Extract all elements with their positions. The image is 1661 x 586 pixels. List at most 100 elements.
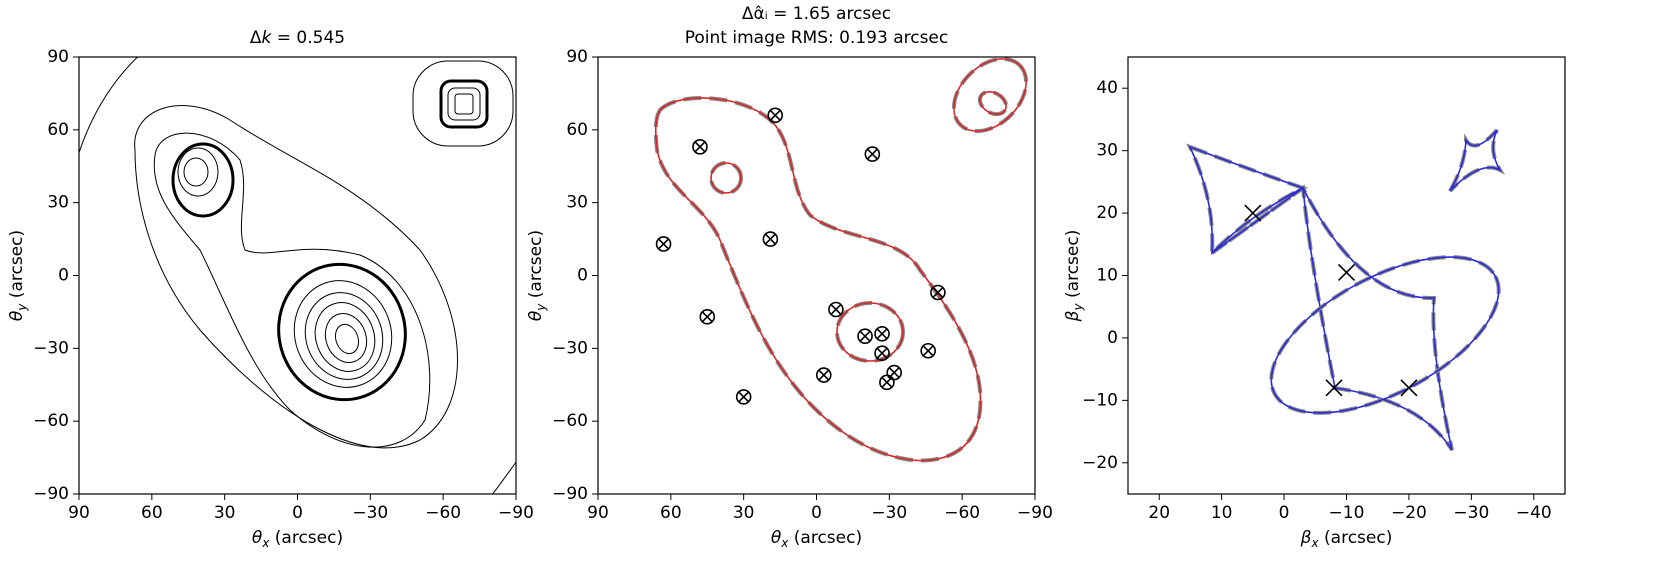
critical-curve [836,302,904,362]
x-tick-label: 10 [1211,503,1233,523]
point-circle [879,374,895,391]
y-tick-label: −30 [552,338,588,358]
point-cross [859,330,871,342]
point-cross [932,286,944,299]
y-tick-label: 30 [566,193,588,213]
x-tick-label: 0 [1279,503,1290,523]
axis-symbol: θ [7,310,27,321]
point-circle [828,301,844,318]
point-circle [699,308,716,325]
critical-curve [710,162,742,194]
y-tick-label: 90 [47,47,69,67]
axis-unit: (arcsec) [269,528,343,548]
point [874,325,890,342]
y-tick-label: −10 [1082,390,1118,410]
caustic [1449,129,1503,192]
y-tick-label: −90 [33,484,69,504]
contour [412,60,514,147]
y-tick-label: 20 [1096,203,1118,223]
point [815,367,832,383]
contour [324,313,368,363]
x-tick-label: 30 [733,503,755,523]
contour [277,262,407,402]
point-circle [767,107,784,124]
x-tick-label: −30 [352,503,388,523]
y-tick-label: 0 [1107,328,1118,348]
x-tick-label: 90 [68,503,90,523]
x-tick-label: −90 [498,503,534,523]
contour [293,280,393,388]
x-tick-label: 20 [1148,503,1170,523]
x-tick-label: −30 [1453,503,1489,523]
y-tick-label: 40 [1096,78,1118,98]
point-circle [762,231,779,247]
axis-unit: (arcsec) [1063,230,1083,304]
axis-label: θx (arcsec) [771,528,862,550]
point-cross [866,148,878,160]
point [857,328,873,344]
caustic-model [1269,255,1501,415]
point-circle [874,345,890,361]
x-tick-label: −60 [425,503,461,523]
axis-unit: (arcsec) [1319,528,1393,548]
plot-frame [1127,56,1566,495]
axis-symbol: β [1300,528,1312,548]
point-circle [874,325,890,342]
point [920,342,936,359]
axis-label: βx (arcsec) [1300,528,1393,550]
y-tick-label: 10 [1096,266,1118,286]
axis-symbol: θ [252,528,263,548]
contour [134,105,458,449]
point-cross [769,109,781,121]
point [879,374,895,391]
point [1337,263,1356,281]
axis-subscript: x [1311,536,1320,550]
contour [334,323,360,355]
point-circle [920,342,936,359]
y-tick-label: −60 [33,411,69,431]
title-symbol: k [262,28,273,48]
chart-title: Δk = 0.545 [250,28,345,48]
axis-label: θy (arcsec) [526,230,548,321]
point [828,301,844,318]
y-tick-label: 0 [58,266,69,286]
x-tick-label: −40 [1516,503,1552,523]
critical-curve [654,97,982,462]
point [1400,379,1418,397]
contour [492,461,516,494]
x-tick-label: 60 [660,503,682,523]
axis-symbol: θ [526,310,546,321]
critical-curve [953,58,1027,132]
point [767,107,784,124]
x-tick-label: −30 [871,503,907,523]
y-tick-label: −20 [1082,453,1118,473]
point [1325,379,1343,397]
point-cross [876,347,888,359]
y-tick-label: 0 [577,266,588,286]
y-tick-label: 30 [47,193,69,213]
axis-subscript: x [780,536,789,550]
axis-label: θy (arcsec) [7,230,29,321]
title-text: = 0.545 [271,28,345,48]
point-cross [830,303,842,316]
caustics [1186,128,1506,452]
y-tick-label: −90 [552,484,588,504]
axis-unit: (arcsec) [7,230,27,304]
x-tick-label: −20 [1391,503,1427,523]
contour [304,292,384,380]
point [699,308,716,325]
chart-title: Δα̂ᵢ = 1.65 arcsec [742,4,891,24]
chart-subtitle: Point image RMS: 0.193 arcsec [685,28,948,48]
x-tick-label: 90 [587,503,609,523]
axis-subscript: y [1071,302,1085,311]
axis-unit: (arcsec) [788,528,862,548]
critical-curve-model [951,57,1029,134]
point-cross [701,311,713,323]
point-circle [857,328,873,344]
point-circle [655,236,672,252]
contour [454,93,474,115]
critical-curve [979,91,1007,115]
caustic-model [1186,143,1454,452]
point-cross [657,238,670,250]
point-circle [692,139,708,155]
